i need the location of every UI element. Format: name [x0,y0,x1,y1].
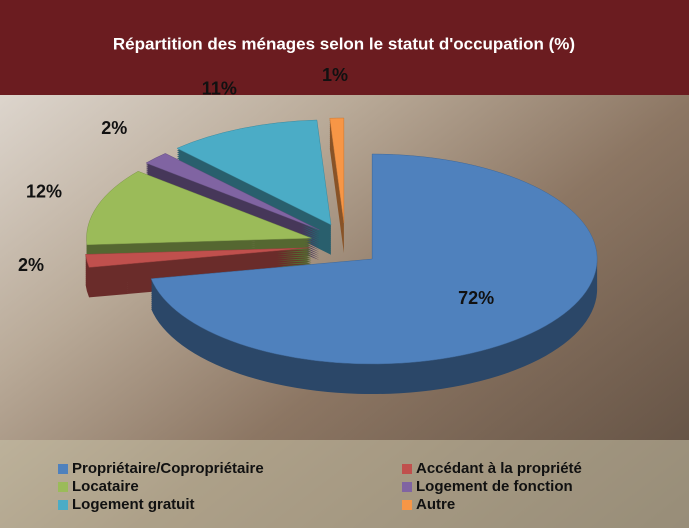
legend-swatch [402,464,412,474]
slice [176,119,332,226]
slice [85,247,311,268]
chart-title: Répartition des ménages selon le statut … [113,34,575,53]
legend-label: Propriétaire/Copropriétaire [72,460,264,477]
slice [86,170,312,246]
legend-label: Locataire [72,478,139,495]
slice [150,153,598,365]
data-label: 2% [18,255,44,275]
legend-swatch [58,500,68,510]
legend-swatch [58,464,68,474]
data-label: 72% [458,288,494,308]
slice [145,153,320,231]
slice [329,117,345,224]
legend-label: Logement gratuit [72,496,195,513]
data-label: 2% [101,118,127,138]
legend-label: Logement de fonction [416,478,573,495]
legend-swatch [402,482,412,492]
data-label: 1% [322,65,348,85]
legend-label: Autre [416,496,455,513]
legend-backdrop [0,440,689,528]
legend-swatch [402,500,412,510]
data-label: 12% [26,182,62,202]
legend-label: Accédant à la propriété [416,460,582,477]
data-label: 11% [202,79,237,99]
title-band [0,0,689,95]
legend-swatch [58,482,68,492]
